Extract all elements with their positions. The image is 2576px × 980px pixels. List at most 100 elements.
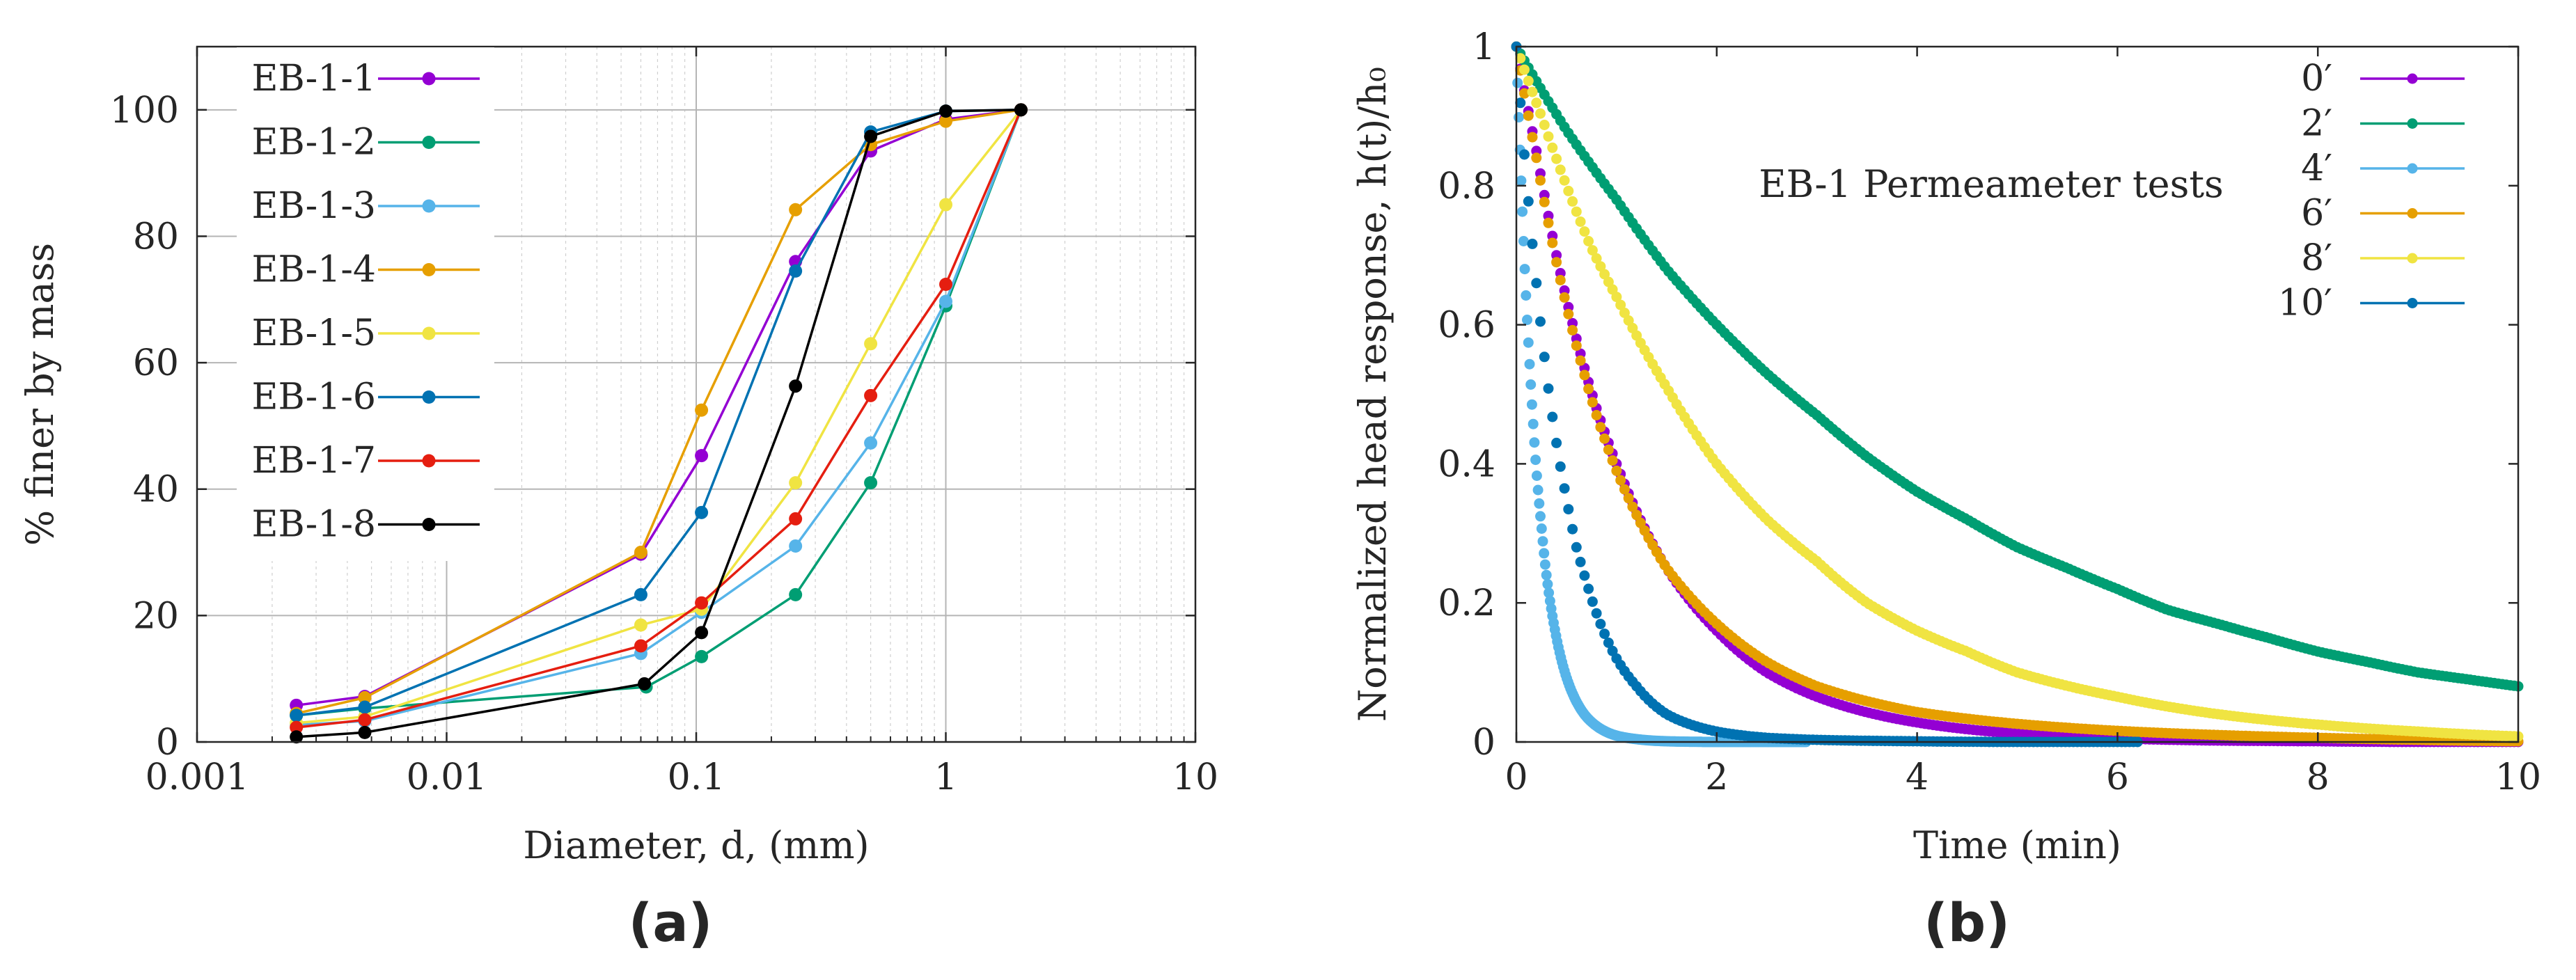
data-point	[1523, 196, 1534, 207]
data-point	[1559, 175, 1570, 186]
legend-label: 2′	[2301, 103, 2332, 145]
data-point	[1534, 498, 1545, 509]
data-point-eb-1-6	[695, 505, 709, 519]
permeameter-ticks: 0 2 4 6 8 10 0 0.2 0.4 0.6 0.8 1	[1438, 26, 2541, 798]
data-point	[1579, 370, 1590, 381]
data-point	[1542, 578, 1553, 590]
data-point	[1567, 523, 1578, 535]
x-tick-label: 2	[1705, 757, 1728, 798]
data-point	[1531, 471, 1542, 481]
y-tick-label: 0	[1472, 722, 1495, 764]
x-tick-label: 0	[1505, 757, 1527, 798]
data-point	[1579, 570, 1590, 581]
x-tick-label: 4	[1906, 757, 1929, 798]
data-point	[1539, 196, 1550, 207]
grain-size-x-axis-label: Diameter, d, (mm)	[523, 823, 869, 867]
data-point	[1519, 264, 1530, 275]
data-point-eb-1-6	[789, 264, 803, 278]
legend-label: 0′	[2301, 58, 2332, 100]
data-point-eb-1-4	[789, 203, 803, 216]
legend-label-eb-1-2: EB-1-2	[252, 122, 376, 164]
data-point	[1527, 418, 1539, 429]
series-2-ft	[1511, 41, 2524, 692]
data-point	[1587, 596, 1598, 607]
data-point	[1555, 275, 1566, 285]
y-tick-label: 60	[133, 342, 179, 384]
data-point	[1583, 236, 1594, 246]
data-point	[1537, 536, 1548, 547]
grain-size-legend: EB-1-1 EB-1-2 EB-1-3 EB-1-4 EB-1-5 EB-1-6 EB-1…	[237, 47, 494, 561]
data-point	[1567, 196, 1578, 207]
data-point-eb-1-8	[864, 129, 878, 143]
data-point	[1535, 316, 1546, 327]
data-point-eb-1-8	[939, 104, 952, 118]
data-point-eb-1-8	[358, 725, 372, 739]
data-point-eb-1-7	[864, 388, 878, 402]
legend-swatch-marker	[2407, 163, 2418, 174]
data-point-eb-1-7	[634, 639, 647, 653]
legend-label-eb-1-3: EB-1-3	[252, 185, 376, 227]
data-point	[1567, 324, 1578, 335]
data-point-eb-1-8	[290, 730, 304, 744]
data-point-eb-1-4	[695, 403, 709, 417]
data-point-eb-1-7	[789, 512, 803, 525]
data-point	[1539, 120, 1550, 130]
x-tick-label: 8	[2307, 757, 2330, 798]
legend-swatch-marker	[2407, 208, 2418, 219]
data-point-eb-1-8	[1014, 103, 1028, 117]
data-point	[1571, 340, 1582, 351]
data-point	[1595, 261, 1606, 272]
legend-label-eb-1-7: EB-1-7	[252, 440, 376, 482]
x-tick-label: 0.1	[668, 757, 725, 798]
panel-label-b: (b)	[1924, 892, 2010, 954]
data-point	[1603, 444, 1614, 455]
series-line-eb-1-3	[296, 109, 1023, 727]
x-tick-label: 10	[1172, 757, 1218, 798]
data-point-eb-1-7	[358, 713, 372, 727]
data-point	[1563, 504, 1574, 515]
data-point	[1519, 64, 1530, 75]
legend-label-eb-1-1: EB-1-1	[252, 58, 376, 100]
legend-swatch-marker	[422, 136, 436, 149]
data-point	[1512, 77, 1523, 88]
data-point	[1563, 185, 1574, 196]
legend-swatch-marker	[422, 454, 436, 468]
data-point	[1547, 237, 1558, 248]
y-tick-label: 0.8	[1438, 166, 1495, 207]
data-point	[1529, 437, 1540, 448]
data-point	[1544, 595, 1555, 606]
data-point	[1575, 355, 1586, 366]
data-point	[1532, 484, 1544, 496]
data-point	[1522, 315, 1532, 325]
data-point-eb-1-4	[358, 690, 372, 704]
data-point	[1559, 292, 1570, 303]
data-point	[1530, 455, 1541, 466]
data-point	[1575, 216, 1586, 227]
data-point	[1571, 206, 1582, 217]
data-point	[1516, 175, 1527, 187]
data-point-eb-1-2	[864, 476, 878, 490]
data-point	[1525, 379, 1537, 390]
data-point	[1591, 608, 1602, 619]
legend-background	[237, 47, 494, 561]
data-point	[1587, 245, 1598, 256]
data-point	[1527, 238, 1538, 249]
data-point	[1607, 455, 1618, 466]
data-point	[1539, 559, 1550, 570]
data-point	[1575, 556, 1586, 567]
data-point	[1515, 53, 1526, 64]
data-point	[1521, 290, 1532, 301]
legend-label-eb-1-6: EB-1-6	[252, 377, 376, 418]
data-point	[1587, 397, 1598, 408]
data-point-eb-1-5	[634, 618, 647, 632]
data-point	[1527, 132, 1538, 143]
data-point	[1523, 110, 1534, 121]
permeameter-y-axis-label: Normalized head response, h(t)/h₀	[1351, 67, 1395, 722]
legend-swatch-marker	[422, 72, 436, 86]
data-point-eb-1-7	[290, 720, 304, 734]
data-point	[1519, 88, 1530, 99]
data-point-eb-1-4	[634, 546, 647, 560]
data-point	[1517, 206, 1528, 217]
